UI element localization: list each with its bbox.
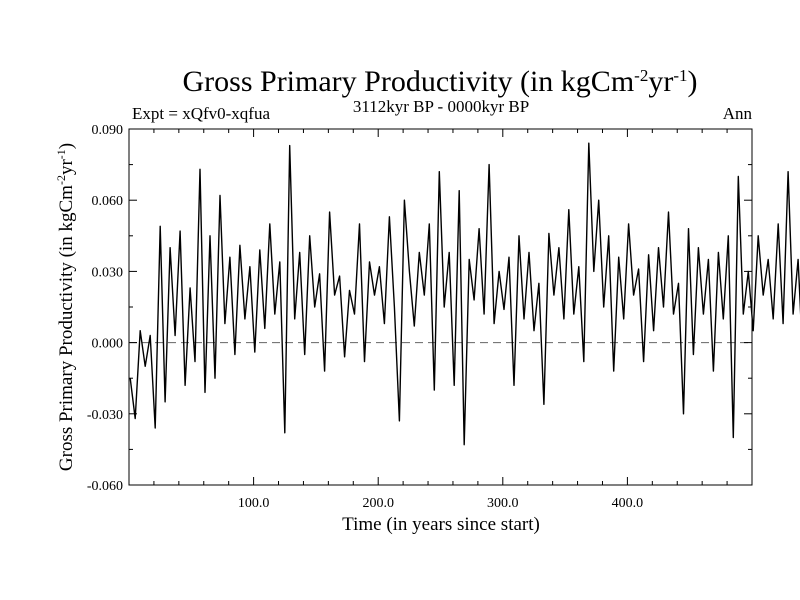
experiment-label: Expt = xQfv0-xqfua — [132, 104, 270, 123]
y-tick-label-0.000: 0.000 — [92, 337, 124, 352]
x-tick-label-400.0: 400.0 — [612, 496, 644, 511]
y-tick-label-0.090: 0.090 — [92, 123, 124, 138]
y-axis-label: Gross Primary Productivity (in kgCm-2yr-… — [54, 143, 77, 471]
y-axis-ticks: -0.060 -0.030 0.000 0.030 0.060 0.090 — [87, 123, 752, 494]
y-tick-label-0.060: 0.060 — [92, 194, 124, 209]
x-axis-ticks: 100.0 200.0 300.0 400.0 — [153, 129, 728, 511]
x-tick-label-200.0: 200.0 — [362, 496, 394, 511]
y-tick-label--0.060: -0.060 — [87, 479, 123, 494]
period-label: 3112kyr BP - 0000kyr BP — [353, 97, 529, 116]
x-tick-label-100.0: 100.0 — [238, 496, 270, 511]
season-label: Ann — [723, 104, 753, 123]
x-axis-label: Time (in years since start) — [342, 514, 540, 535]
plot-frame — [128, 128, 753, 486]
y-tick-label--0.030: -0.030 — [87, 408, 123, 423]
y-tick-label-0.030: 0.030 — [92, 265, 124, 280]
chart-title: Gross Primary Productivity (in kgCm-2yr-… — [183, 65, 698, 98]
series-line-gpp — [129, 142, 800, 446]
x-tick-label-300.0: 300.0 — [487, 496, 519, 511]
